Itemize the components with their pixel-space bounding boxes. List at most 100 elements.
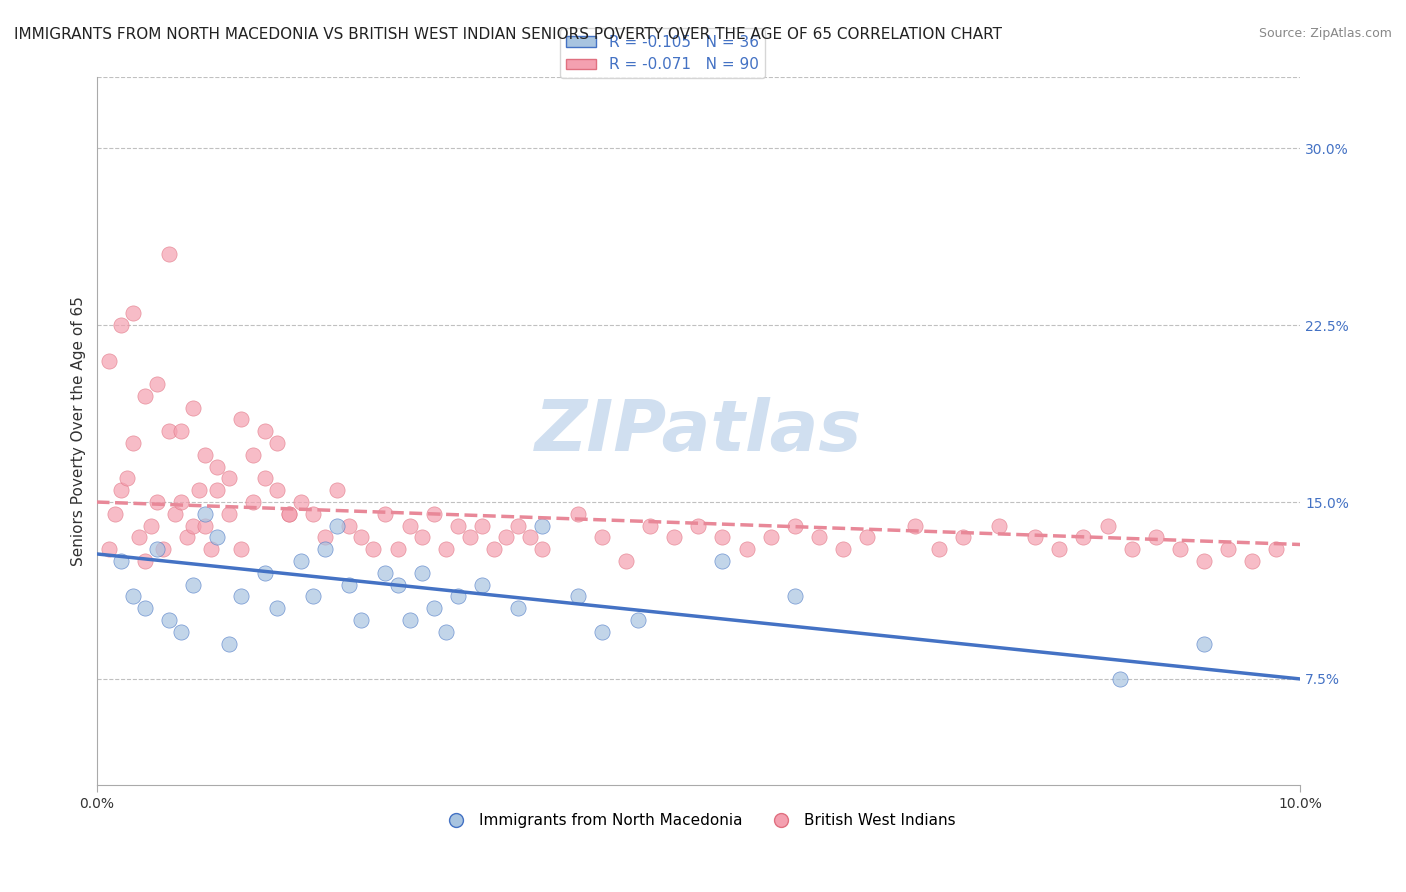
Point [110, 554, 132, 568]
Point [205, 483, 228, 498]
Point [350, 530, 373, 544]
Point [110, 318, 132, 332]
Point [229, 542, 252, 557]
Point [664, 530, 686, 544]
Point [146, 377, 169, 392]
Point [326, 483, 349, 498]
Point [952, 530, 974, 544]
Point [337, 518, 360, 533]
Point [519, 530, 541, 544]
Point [398, 518, 420, 533]
Point [266, 601, 288, 615]
Point [139, 518, 162, 533]
Point [374, 507, 396, 521]
Y-axis label: Seniors Poverty Over the Age of 65: Seniors Poverty Over the Age of 65 [72, 296, 86, 566]
Point [242, 495, 264, 509]
Point [290, 495, 312, 509]
Point [337, 577, 360, 591]
Point [567, 590, 589, 604]
Point [146, 542, 169, 557]
Point [1168, 542, 1191, 557]
Point [807, 530, 830, 544]
Point [1108, 672, 1130, 686]
Point [218, 636, 240, 650]
Point [314, 530, 336, 544]
Point [711, 554, 734, 568]
Point [115, 471, 138, 485]
Point [638, 518, 661, 533]
Point [422, 507, 444, 521]
Point [1073, 530, 1095, 544]
Point [194, 518, 217, 533]
Point [398, 613, 420, 627]
Point [1192, 636, 1215, 650]
Point [1047, 542, 1070, 557]
Point [181, 401, 204, 415]
Point [121, 590, 143, 604]
Point [831, 542, 853, 557]
Point [170, 424, 193, 438]
Point [157, 613, 180, 627]
Point [591, 530, 613, 544]
Point [1216, 542, 1239, 557]
Point [157, 424, 180, 438]
Point [205, 459, 228, 474]
Point [97, 542, 120, 557]
Legend: Immigrants from North Macedonia, British West Indians: Immigrants from North Macedonia, British… [434, 807, 962, 834]
Point [326, 518, 349, 533]
Point [711, 530, 734, 544]
Point [1024, 530, 1046, 544]
Point [229, 590, 252, 604]
Point [411, 566, 433, 580]
Point [146, 495, 169, 509]
Point [422, 601, 444, 615]
Point [194, 448, 217, 462]
Point [591, 624, 613, 639]
Point [374, 566, 396, 580]
Point [471, 518, 494, 533]
Point [447, 518, 470, 533]
Point [783, 590, 806, 604]
Point [128, 530, 150, 544]
Point [104, 507, 127, 521]
Point [242, 448, 264, 462]
Point [134, 389, 156, 403]
Point [266, 483, 288, 498]
Point [302, 590, 325, 604]
Point [152, 542, 174, 557]
Point [290, 554, 312, 568]
Point [783, 518, 806, 533]
Point [278, 507, 301, 521]
Point [181, 577, 204, 591]
Point [278, 507, 301, 521]
Point [482, 542, 505, 557]
Point [411, 530, 433, 544]
Point [434, 542, 457, 557]
Point [495, 530, 517, 544]
Point [458, 530, 481, 544]
Point [471, 577, 494, 591]
Point [121, 306, 143, 320]
Text: Source: ZipAtlas.com: Source: ZipAtlas.com [1258, 27, 1392, 40]
Point [170, 495, 193, 509]
Point [759, 530, 782, 544]
Point [176, 530, 198, 544]
Point [97, 353, 120, 368]
Point [735, 542, 758, 557]
Point [567, 507, 589, 521]
Point [506, 518, 529, 533]
Point [506, 601, 529, 615]
Text: IMMIGRANTS FROM NORTH MACEDONIA VS BRITISH WEST INDIAN SENIORS POVERTY OVER THE : IMMIGRANTS FROM NORTH MACEDONIA VS BRITI… [14, 27, 1002, 42]
Point [218, 507, 240, 521]
Point [928, 542, 950, 557]
Point [110, 483, 132, 498]
Point [134, 554, 156, 568]
Point [314, 542, 336, 557]
Point [447, 590, 470, 604]
Point [614, 554, 637, 568]
Point [904, 518, 927, 533]
Point [1097, 518, 1119, 533]
Point [254, 471, 277, 485]
Point [688, 518, 710, 533]
Point [205, 530, 228, 544]
